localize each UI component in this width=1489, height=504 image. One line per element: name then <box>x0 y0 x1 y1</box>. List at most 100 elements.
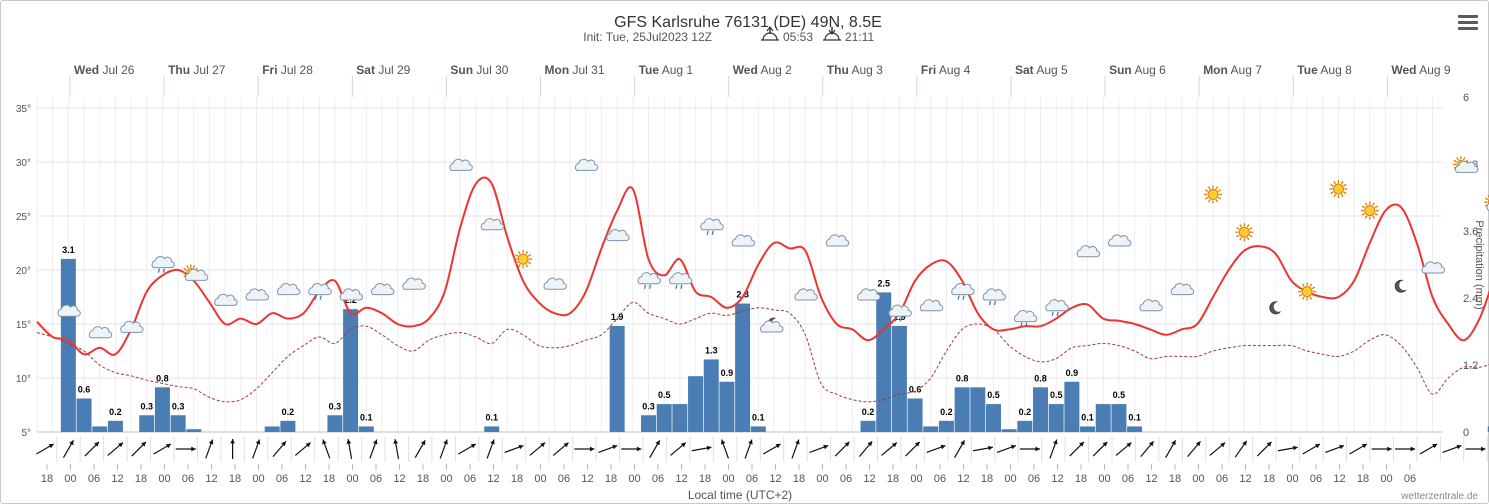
cloud-weather-icon <box>543 277 567 290</box>
precipitation-bar <box>484 426 500 432</box>
precipitation-bar <box>891 325 907 432</box>
wind-arrow <box>736 436 753 462</box>
precipitation-bar <box>170 415 186 432</box>
hour-tick-label: 12 <box>205 473 217 485</box>
day-name: Sat <box>356 63 375 77</box>
wind-arrow <box>1369 436 1392 462</box>
day-name: Wed <box>733 63 758 77</box>
precipitation-label: 0.1 <box>1081 412 1094 422</box>
precipitation-label: 0.2 <box>282 407 295 417</box>
hour-tick-label: 12 <box>299 473 311 485</box>
wind-arrow <box>759 436 781 462</box>
hour-tick-label: 00 <box>1192 473 1204 485</box>
y-tick-right: 3.6 <box>1463 226 1478 238</box>
hour-tick-label: 18 <box>41 473 53 485</box>
hour-tick-label: 12 <box>1333 473 1345 485</box>
day-label: Sat Aug 5 <box>1015 63 1068 77</box>
precipitation-bar <box>1127 426 1143 432</box>
hour-tick-label: 00 <box>64 473 76 485</box>
precipitation-label: 2.3 <box>736 290 749 300</box>
hour-tick-label: 06 <box>746 473 758 485</box>
dewpoint-line <box>36 301 1489 403</box>
precipitation-bar <box>154 387 170 432</box>
day-date: Aug 8 <box>1318 63 1352 77</box>
hour-tick-label: 00 <box>1286 473 1298 485</box>
precipitation-bar <box>327 415 343 432</box>
moon-weather-icon <box>1394 279 1410 293</box>
hour-tick-label: 06 <box>1310 473 1322 485</box>
day-label: Wed Aug 2 <box>733 63 792 77</box>
moon-weather-icon <box>1269 301 1284 315</box>
wind-arrow <box>877 436 898 462</box>
hour-tick-label: 18 <box>1357 473 1369 485</box>
hour-tick-label: 06 <box>558 473 570 485</box>
rain-weather-icon <box>951 283 975 300</box>
y-tick-left: 30° <box>16 158 31 169</box>
precipitation-label: 0.9 <box>1066 368 1079 378</box>
cloud-weather-icon <box>245 288 269 301</box>
hour-tick-label: 12 <box>581 473 593 485</box>
day-date: Aug 3 <box>849 63 883 77</box>
wind-arrow <box>501 436 524 462</box>
cloud-weather-icon <box>88 326 113 339</box>
x-axis-title: Local time (UTC+2) <box>688 488 792 502</box>
wind-arrow <box>431 436 448 462</box>
rain-weather-icon <box>637 272 661 289</box>
cloud-weather-icon <box>919 299 944 312</box>
wind-arrow <box>548 436 569 462</box>
cloud-weather-icon <box>214 293 238 306</box>
precipitation-bar <box>609 325 625 432</box>
day-date: Jul 29 <box>375 63 411 77</box>
day-date: Aug 4 <box>936 63 970 77</box>
sun-cloud-weather-icon <box>1452 156 1479 173</box>
wind-arrow <box>783 436 800 462</box>
wind-arrow <box>806 436 829 462</box>
precipitation-label: 0.2 <box>1019 407 1032 417</box>
wind-arrow <box>1392 436 1416 462</box>
y-tick-left: 15° <box>16 320 31 331</box>
rain-weather-icon <box>888 304 912 322</box>
sun-weather-icon <box>1298 282 1317 301</box>
hour-tick-label: 00 <box>534 473 546 485</box>
precipitation-bar <box>923 426 939 432</box>
precipitation-label: 2.5 <box>877 278 890 288</box>
precipitation-bar <box>107 420 123 432</box>
precipitation-bar <box>1487 426 1489 432</box>
hour-tick-label: 12 <box>957 473 969 485</box>
hour-tick-label: 00 <box>816 473 828 485</box>
hour-tick-label: 00 <box>1004 473 1016 485</box>
day-name: Thu <box>827 63 849 77</box>
y-tick-left: 20° <box>16 266 31 277</box>
day-date: Aug 1 <box>659 63 693 77</box>
wind-arrow <box>1252 436 1272 462</box>
precipitation-bar <box>688 376 704 432</box>
wind-arrow <box>267 436 287 462</box>
precipitation-bar <box>1048 404 1064 432</box>
precipitation-label: 0.3 <box>172 401 185 411</box>
precipitation-label: 0.1 <box>360 412 373 422</box>
wind-arrow <box>595 436 618 462</box>
hour-tick-label: 00 <box>1380 473 1392 485</box>
hour-tick-label: 12 <box>111 473 123 485</box>
hour-tick-label: 18 <box>511 473 523 485</box>
sun-weather-icon <box>1235 223 1254 242</box>
day-label: Fri Jul 28 <box>262 63 313 77</box>
cloud-weather-icon <box>449 158 473 171</box>
precipitation-label: 0.8 <box>956 373 969 383</box>
sun-cloud-weather-icon <box>1484 194 1489 211</box>
wind-arrow <box>1416 436 1438 462</box>
hour-tick-label: 12 <box>675 473 687 485</box>
hour-tick-label: 18 <box>605 473 617 485</box>
wind-arrow <box>290 436 311 462</box>
hour-tick-label: 18 <box>887 473 899 485</box>
day-label: Mon Jul 31 <box>545 63 605 77</box>
hour-tick-label: 12 <box>393 473 405 485</box>
sunset-time: 21:11 <box>845 30 874 44</box>
hamburger-menu-icon[interactable] <box>1456 12 1480 34</box>
sun-cloud-weather-icon <box>182 264 209 281</box>
wind-arrow <box>361 436 378 462</box>
precipitation-label: 0.1 <box>752 412 765 422</box>
wind-arrow <box>525 436 546 462</box>
temperature-line <box>36 176 1489 356</box>
